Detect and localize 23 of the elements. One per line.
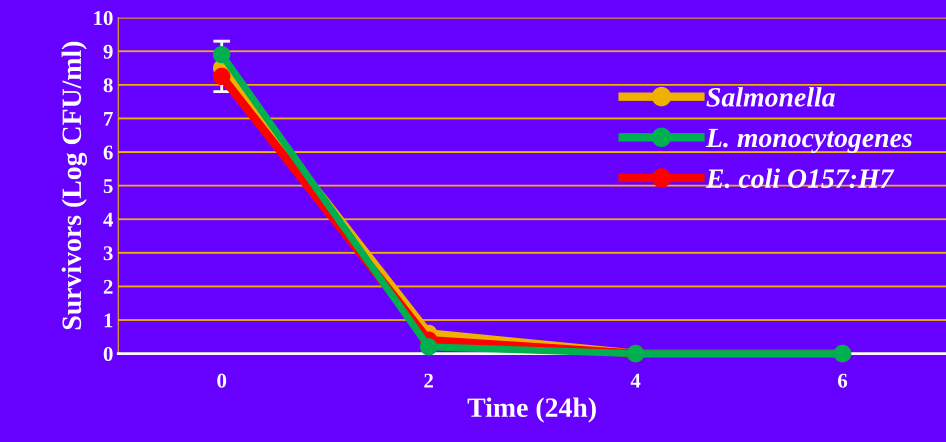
y-tick-label: 1 [104, 313, 112, 328]
point [213, 46, 230, 64]
point [420, 338, 438, 356]
x-tick-label: 0 [217, 374, 226, 388]
legend-label: E. coli O157:H7 [706, 168, 894, 188]
y-tick-label: 0 [104, 346, 113, 362]
y-tick-label: 10 [94, 11, 113, 26]
x-tick-label: 2 [424, 374, 433, 388]
legend-label: L. monocytogenes [706, 128, 912, 154]
y-tick-label: 5 [104, 179, 113, 194]
x-tick-label: 4 [630, 374, 640, 388]
y-tick-label: 3 [104, 246, 113, 260]
y-tick-label: 8 [104, 78, 113, 92]
y-tick-label: 9 [104, 44, 113, 59]
y-tick-label: 4 [103, 212, 113, 226]
x-tick-label: 6 [838, 374, 848, 388]
x-axis-title: Time (24h) [468, 397, 596, 423]
y-axis-title: Survivors (Log CFU/ml) [62, 42, 87, 330]
legend-label: Salmonella [706, 87, 835, 107]
y-tick-label: 6 [104, 145, 113, 160]
y-tick-label: 2 [104, 280, 112, 294]
point [213, 68, 230, 86]
y-tick-label: 7 [104, 112, 113, 126]
